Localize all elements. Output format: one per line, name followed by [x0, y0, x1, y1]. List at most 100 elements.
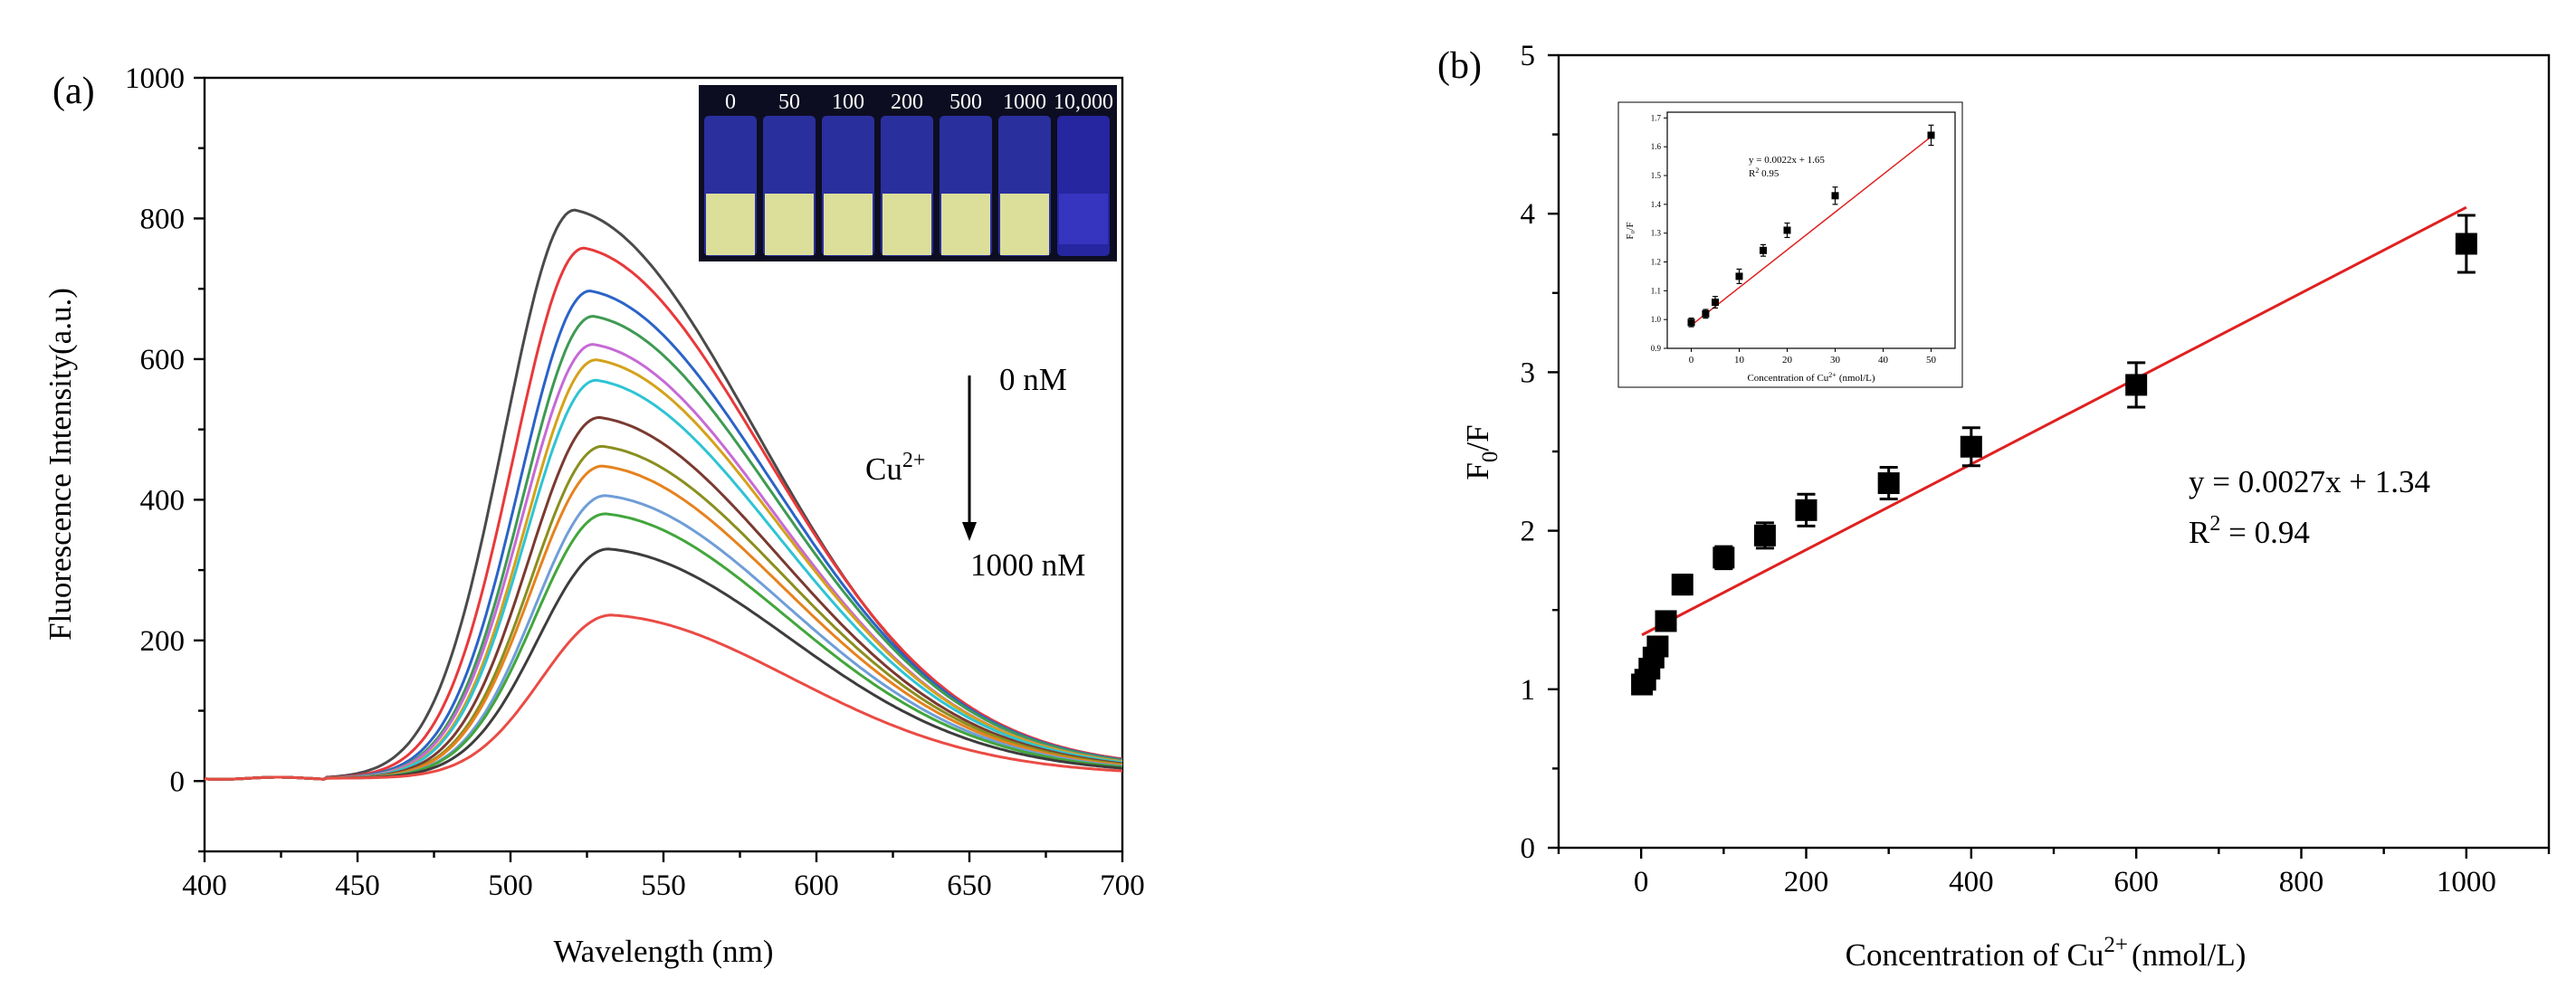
inset-data-point [1687, 318, 1695, 327]
inset-data-point [1702, 309, 1710, 318]
vial-liquid [941, 194, 990, 255]
x-tick-label: 450 [335, 869, 380, 902]
inset-y-tick-label: 1.2 [1651, 258, 1661, 267]
inset-data-point [1712, 299, 1719, 307]
inset-y-tick-label: 1.0 [1651, 315, 1662, 324]
x-tick-label: 200 [1784, 866, 1829, 898]
panel-b-fit [1641, 205, 2467, 637]
spectrum-curve [204, 494, 1123, 781]
vial-label: 100 [832, 90, 864, 114]
panel-b: (b) 0 200 400 600 800 1000 0 1 2 3 4 5 Concentratio… [1437, 40, 2551, 973]
data-point [1646, 635, 1669, 658]
vial-liquid [1000, 194, 1049, 255]
vial-label: 50 [778, 90, 800, 114]
inset-fit-equation: y = 0.0022x + 1.65 [1749, 155, 1825, 166]
y-tick-label: 400 [140, 484, 186, 517]
y-tick-label: 5 [1521, 40, 1536, 72]
inset-points [1687, 124, 1935, 328]
x-tick-label: 800 [2279, 866, 2324, 898]
inset-ylabel: F₀/F [1625, 222, 1636, 239]
vial-label: 500 [949, 90, 982, 114]
panel-a-xlabel: Wavelength (nm) [553, 934, 773, 969]
data-point [1671, 574, 1693, 596]
inset-data-point [1760, 246, 1767, 254]
inset-y-tick-label: 1.6 [1651, 142, 1662, 151]
panel-b-inset: 0 10 20 30 40 50 0.9 1.0 1.1 1.2 1.3 1.4 1.5 1.6 1.7 y… [1617, 101, 1963, 388]
vial-liquid [824, 194, 873, 255]
inset-fit-line [1691, 136, 1932, 327]
y-tick-label: 1 [1521, 674, 1536, 707]
annotation-end: 1000 nM [970, 547, 1085, 583]
inset-data-point [1927, 131, 1935, 139]
panel-b-ticks: 0 200 400 600 800 1000 0 1 2 3 4 5 [1521, 40, 2551, 898]
inset-x-tick-label: 10 [1734, 355, 1745, 366]
vial-photo-inset: 0 50 100 200 500 1000 10,000 [699, 85, 1117, 261]
x-tick-label: 600 [2113, 866, 2159, 898]
inset-x-tick-label: 20 [1782, 355, 1793, 366]
inset-y-tick-label: 1.7 [1651, 113, 1662, 122]
panel-b-points [1631, 214, 2477, 696]
y-tick-label: 200 [140, 625, 186, 658]
panel-a: (a) 400 450 500 550 600 650 700020040060080010… [43, 62, 1145, 969]
inset-y-tick-label: 1.3 [1651, 229, 1662, 238]
vial-liquid [706, 194, 755, 255]
y-tick-label: 0 [1521, 832, 1536, 865]
y-tick-label: 4 [1521, 198, 1536, 231]
data-point [1795, 499, 1818, 521]
spectrum-curve [204, 208, 1123, 781]
x-tick-label: 0 [1634, 866, 1649, 898]
panel-b-ylabel: F0/F [1460, 424, 1503, 480]
inset-frame [1666, 111, 1956, 349]
data-point [2455, 233, 2477, 255]
y-tick-label: 600 [140, 344, 186, 376]
inset-fit [1691, 136, 1932, 327]
data-point [1713, 546, 1735, 569]
y-tick-label: 1000 [125, 62, 185, 95]
inset-y-tick-label: 0.9 [1651, 344, 1662, 353]
fit-equation: y = 0.0027x + 1.34 [2189, 464, 2430, 499]
vial-label: 10,000 [1054, 90, 1113, 114]
inset-x-tick-label: 50 [1926, 355, 1937, 366]
spectrum-curve [204, 547, 1123, 781]
panel-a-ylabel: Fluorescence Intensity(a.u.) [43, 288, 78, 641]
y-tick-label: 800 [140, 203, 186, 235]
panel-a-curves [204, 208, 1123, 781]
inset-y-tick-label: 1.5 [1651, 171, 1662, 180]
vial-label: 0 [725, 90, 736, 114]
panel-b-xlabel: Concentration of Cu2+ (nmol/L) [1846, 933, 2247, 973]
vial-liquid [1059, 194, 1108, 244]
y-tick-label: 3 [1521, 356, 1536, 389]
annotation-start: 0 nM [999, 362, 1067, 397]
panel-a-label: (a) [52, 71, 95, 112]
annotation-analyte: Cu2+ [865, 449, 925, 487]
vial-liquid [883, 194, 931, 255]
vial-liquid [765, 194, 814, 255]
spectrum-curve [204, 613, 1123, 781]
y-tick-label: 0 [170, 765, 186, 798]
data-point [1877, 472, 1900, 495]
vial-label: 1000 [1003, 90, 1046, 114]
x-tick-label: 400 [1949, 866, 1994, 898]
x-tick-label: 700 [1100, 869, 1145, 902]
fit-line [1641, 205, 2467, 637]
inset-x-tick-label: 30 [1830, 355, 1841, 366]
y-tick-label: 2 [1521, 516, 1536, 548]
panel-b-label: (b) [1437, 45, 1482, 87]
inset-ticks: 0 10 20 30 40 50 0.9 1.0 1.1 1.2 1.3 1.4 1.5 1.6 1.7 [1651, 113, 1937, 366]
annotation-arrow-head [962, 522, 977, 541]
inset-y-tick-label: 1.1 [1651, 286, 1661, 295]
inset-data-point [1735, 272, 1743, 280]
data-point [1960, 435, 1982, 458]
x-tick-label: 500 [488, 869, 533, 902]
fit-r2: R2 = 0.94 [2189, 512, 2310, 550]
inset-border [1617, 101, 1963, 388]
data-point [1753, 524, 1776, 546]
x-tick-label: 400 [182, 869, 227, 902]
x-tick-label: 1000 [2437, 866, 2496, 898]
inset-data-point [1831, 192, 1839, 200]
x-tick-label: 650 [947, 869, 992, 902]
data-point [1655, 610, 1677, 632]
x-tick-label: 550 [641, 869, 686, 902]
